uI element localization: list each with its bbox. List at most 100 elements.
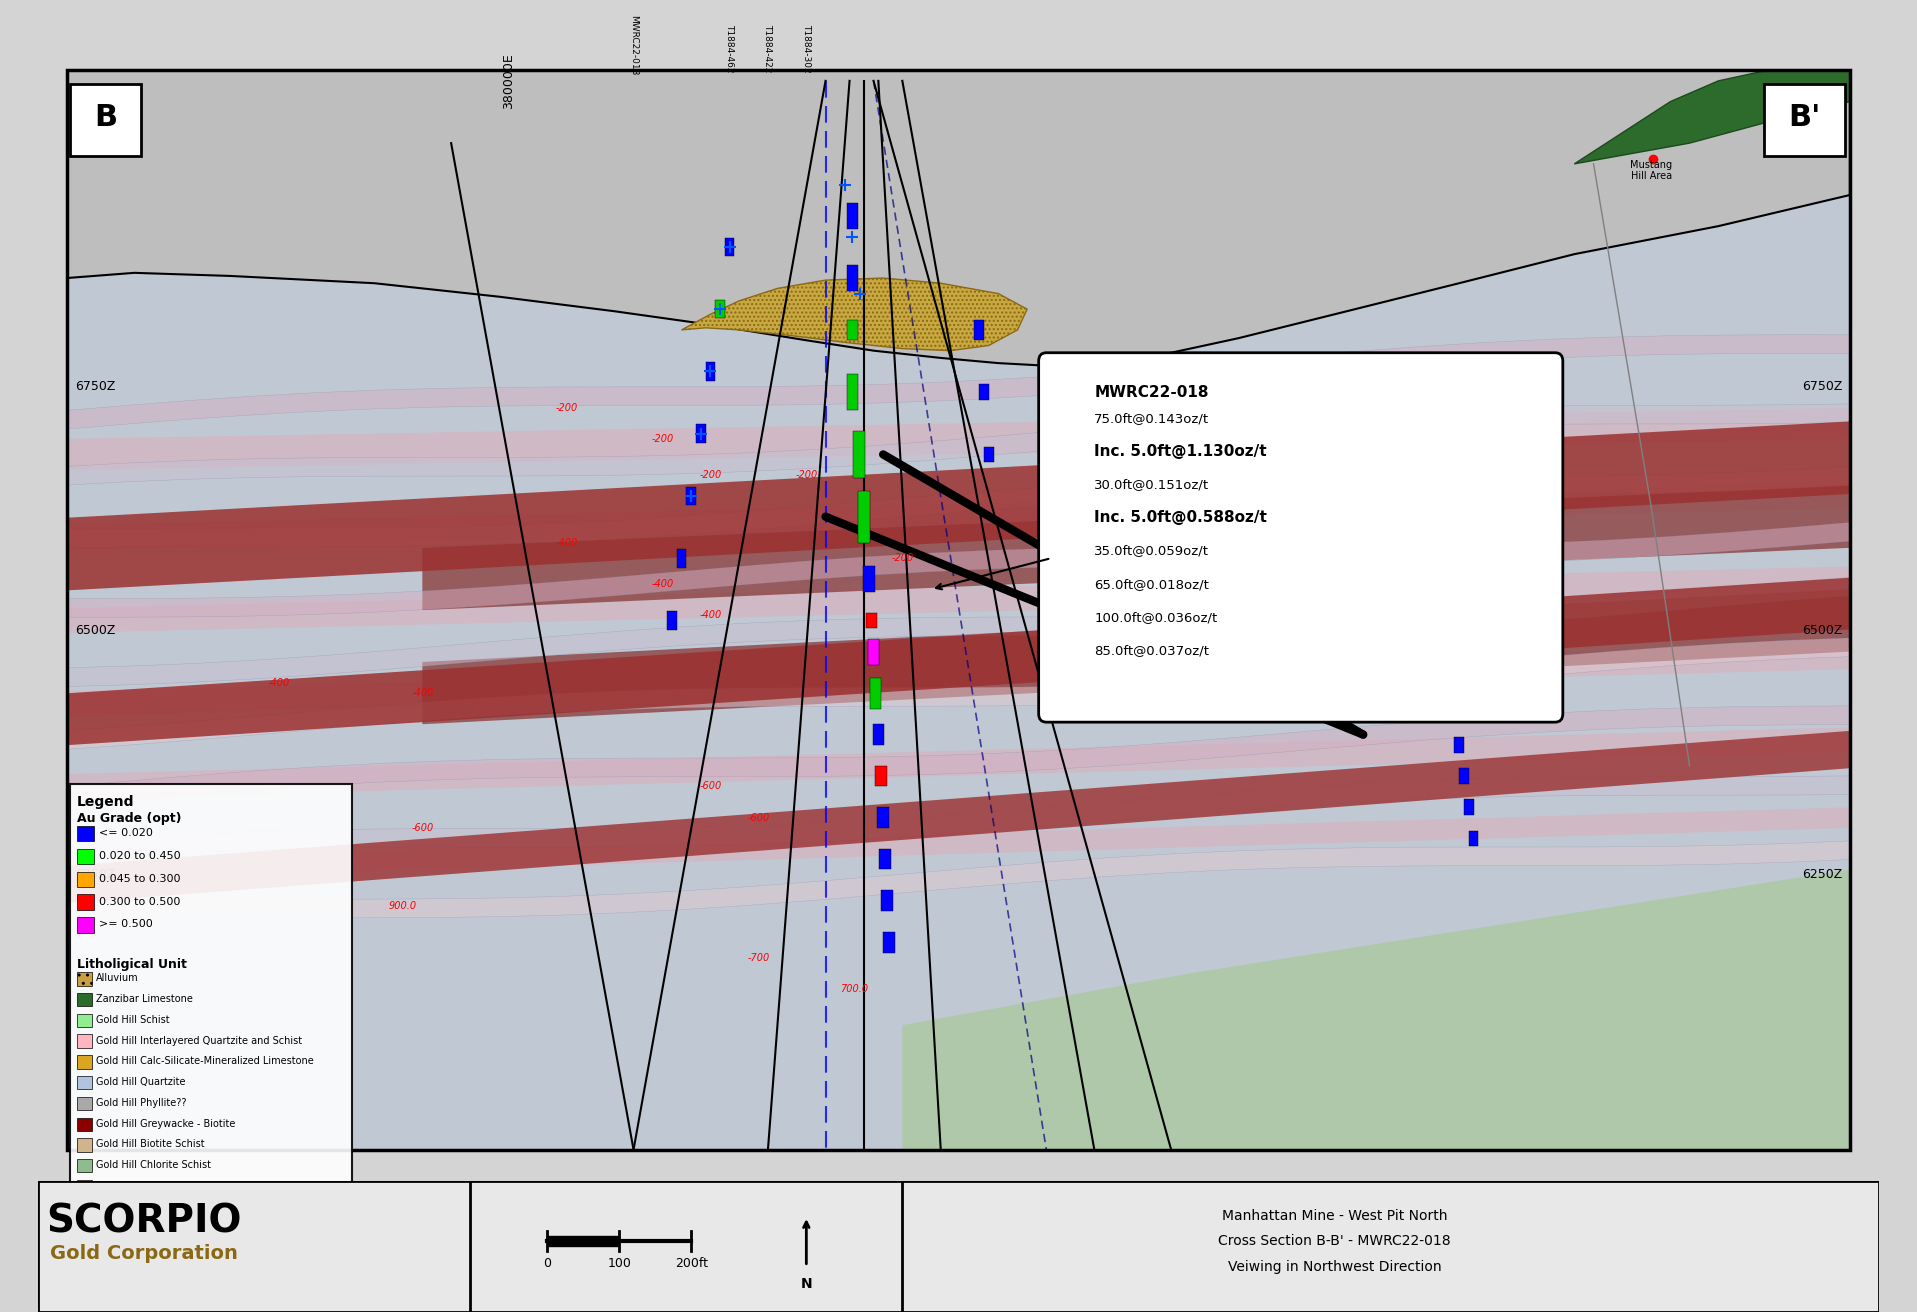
- Text: Alluvium: Alluvium: [96, 974, 138, 984]
- Polygon shape: [67, 71, 1850, 454]
- Polygon shape: [67, 706, 1850, 806]
- Bar: [77, 871, 94, 887]
- Bar: [77, 917, 94, 933]
- Bar: [77, 849, 94, 865]
- Bar: [1440, 644, 1449, 660]
- Text: Gold Hill Quartzite: Gold Hill Quartzite: [96, 1077, 186, 1088]
- Bar: [77, 1158, 92, 1173]
- Text: 35.0ft@0.059oz/t: 35.0ft@0.059oz/t: [1095, 544, 1210, 558]
- Text: Manhattan Mine - West Pit North: Manhattan Mine - West Pit North: [1221, 1210, 1447, 1223]
- FancyBboxPatch shape: [1039, 353, 1562, 722]
- Text: -200: -200: [556, 403, 577, 413]
- Polygon shape: [67, 577, 1850, 686]
- Text: 65.0ft@0.018oz/t: 65.0ft@0.018oz/t: [1095, 577, 1210, 590]
- Text: -400: -400: [412, 687, 433, 698]
- Text: Gold Hill Greywacke - Biotite: Gold Hill Greywacke - Biotite: [96, 1119, 236, 1128]
- Text: 900.0: 900.0: [389, 901, 418, 911]
- Text: 0.300 to 0.500: 0.300 to 0.500: [100, 896, 180, 907]
- Bar: [876, 766, 888, 786]
- Text: 100.0ft@0.036oz/t: 100.0ft@0.036oz/t: [1095, 611, 1217, 623]
- Bar: [77, 993, 92, 1006]
- Bar: [77, 1076, 92, 1089]
- Text: Gold Hill Chlorite Schist: Gold Hill Chlorite Schist: [96, 1160, 211, 1170]
- Bar: [866, 613, 878, 628]
- Text: MWRC22-018: MWRC22-018: [629, 16, 638, 76]
- Text: Gold Hill Schist: Gold Hill Schist: [96, 1015, 169, 1025]
- Polygon shape: [422, 485, 1850, 610]
- Bar: [1445, 674, 1455, 690]
- Text: Legend: Legend: [77, 795, 134, 808]
- Bar: [1449, 706, 1459, 722]
- Text: -200: -200: [796, 470, 817, 480]
- Bar: [884, 932, 895, 953]
- Polygon shape: [67, 71, 1850, 1149]
- Text: 200ft: 200ft: [675, 1257, 707, 1270]
- Bar: [77, 1179, 92, 1193]
- Polygon shape: [67, 71, 1850, 1149]
- Text: -600: -600: [700, 782, 721, 791]
- Polygon shape: [67, 727, 1850, 799]
- Polygon shape: [67, 638, 1850, 749]
- Text: 700.0: 700.0: [840, 984, 868, 993]
- Polygon shape: [67, 71, 1850, 366]
- Bar: [1378, 426, 1388, 441]
- Text: 6250Z: 6250Z: [1802, 869, 1842, 882]
- Text: Gold Hill Interlayered Quartzite and Schist: Gold Hill Interlayered Quartzite and Sch…: [96, 1035, 303, 1046]
- Bar: [847, 265, 859, 291]
- Bar: [77, 827, 94, 841]
- Bar: [77, 1139, 92, 1152]
- Polygon shape: [67, 807, 1850, 880]
- Text: Gold Hill Calc-Silicate-Mineralized Limestone: Gold Hill Calc-Silicate-Mineralized Lime…: [96, 1056, 314, 1067]
- Text: -700: -700: [748, 953, 769, 963]
- Polygon shape: [67, 522, 1850, 617]
- Bar: [686, 487, 696, 505]
- Polygon shape: [67, 484, 1850, 550]
- Bar: [1430, 586, 1440, 602]
- Text: 85.0ft@0.037oz/t: 85.0ft@0.037oz/t: [1095, 644, 1210, 657]
- Text: -400: -400: [266, 678, 289, 687]
- Polygon shape: [67, 71, 1850, 310]
- Text: Gold Corporation: Gold Corporation: [50, 1244, 238, 1263]
- Text: Zanzibar Limestone: Zanzibar Limestone: [96, 994, 194, 1004]
- Text: -400: -400: [652, 579, 673, 589]
- FancyBboxPatch shape: [1764, 84, 1844, 156]
- Bar: [1455, 737, 1465, 753]
- Bar: [1436, 613, 1445, 628]
- Bar: [863, 565, 874, 592]
- Polygon shape: [67, 421, 1850, 590]
- Bar: [1420, 531, 1430, 543]
- Text: 75.0ft@0.143oz/t: 75.0ft@0.143oz/t: [1095, 412, 1210, 425]
- Polygon shape: [67, 467, 1850, 548]
- Polygon shape: [67, 71, 1850, 310]
- Bar: [872, 724, 884, 745]
- Text: 0: 0: [543, 1257, 552, 1270]
- Text: -200: -200: [700, 470, 721, 480]
- Text: 380000E: 380000E: [502, 52, 516, 109]
- Bar: [1468, 830, 1478, 846]
- Text: 6750Z: 6750Z: [75, 380, 115, 394]
- Text: MWRC22-018: MWRC22-018: [1095, 384, 1210, 400]
- Text: 6500Z: 6500Z: [1802, 625, 1842, 638]
- Bar: [77, 1097, 92, 1110]
- Text: 6500Z: 6500Z: [75, 625, 115, 638]
- Text: Gold Hill Phyllite??: Gold Hill Phyllite??: [96, 1098, 186, 1107]
- Bar: [77, 972, 92, 985]
- Bar: [77, 895, 94, 911]
- Text: Inc. 5.0ft@1.130oz/t: Inc. 5.0ft@1.130oz/t: [1095, 443, 1267, 459]
- Polygon shape: [67, 731, 1850, 903]
- Polygon shape: [67, 335, 1850, 429]
- Bar: [870, 677, 882, 708]
- Polygon shape: [67, 567, 1850, 632]
- Bar: [859, 491, 870, 543]
- Polygon shape: [67, 71, 1850, 1149]
- Text: T1884-302: T1884-302: [801, 24, 811, 72]
- Text: Inc. 5.0ft@0.588oz/t: Inc. 5.0ft@0.588oz/t: [1095, 510, 1267, 525]
- Bar: [974, 320, 983, 340]
- Bar: [847, 320, 859, 340]
- Text: -600: -600: [748, 812, 769, 823]
- Bar: [880, 849, 891, 870]
- Text: >= 0.500: >= 0.500: [100, 920, 153, 929]
- Polygon shape: [1574, 71, 1850, 164]
- Bar: [77, 1055, 92, 1069]
- Bar: [882, 891, 893, 911]
